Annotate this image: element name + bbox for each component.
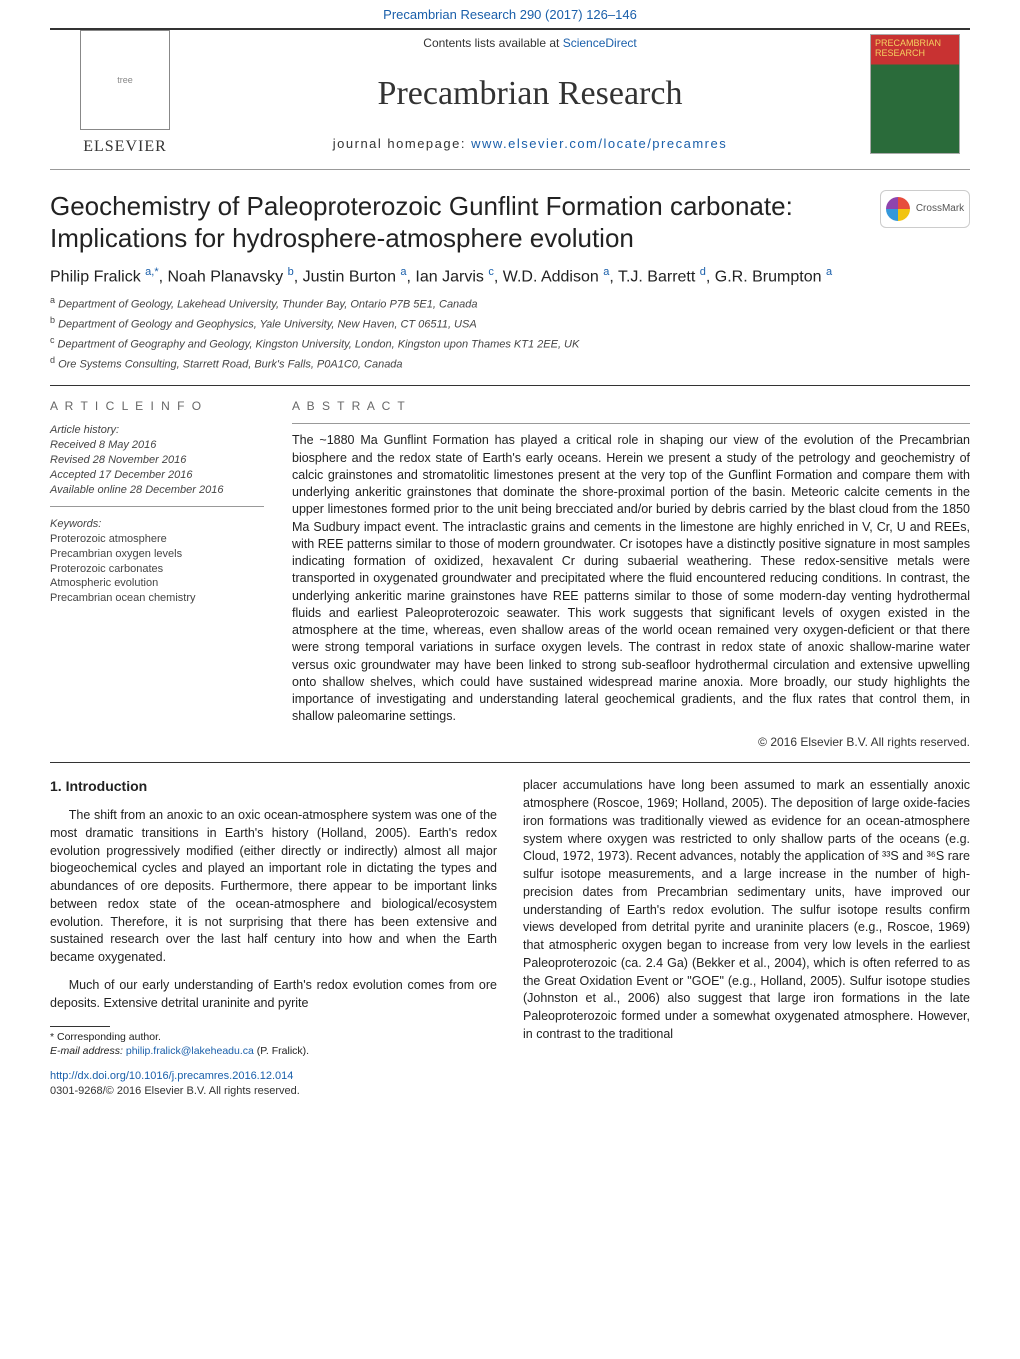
affiliation: d Ore Systems Consulting, Starrett Road,…	[50, 354, 970, 373]
article-history: Article history: Received 8 May 2016 Rev…	[50, 423, 264, 506]
elsevier-tree-icon: tree	[80, 30, 170, 130]
keywords-list: Proterozoic atmosphere Precambrian oxyge…	[50, 532, 264, 606]
email-label: E-mail address:	[50, 1045, 126, 1057]
body-columns: 1. Introduction The shift from an anoxic…	[50, 777, 970, 1058]
doi-block: http://dx.doi.org/10.1016/j.precamres.20…	[50, 1069, 970, 1100]
history-revised: Revised 28 November 2016	[50, 453, 264, 468]
article-info-heading: A R T I C L E I N F O	[50, 398, 264, 415]
sciencedirect-link[interactable]: ScienceDirect	[563, 36, 637, 50]
history-received: Received 8 May 2016	[50, 438, 264, 453]
history-accepted: Accepted 17 December 2016	[50, 468, 264, 483]
history-online: Available online 28 December 2016	[50, 483, 264, 498]
keyword: Atmospheric evolution	[50, 576, 264, 591]
body-paragraph: The shift from an anoxic to an oxic ocea…	[50, 807, 497, 967]
paper-title: Geochemistry of Paleoproterozoic Gunflin…	[50, 190, 880, 255]
cover-title: PRECAMBRIAN RESEARCH	[875, 39, 955, 59]
contents-prefix: Contents lists available at	[423, 36, 562, 50]
corresponding-footnote: * Corresponding author. E-mail address: …	[50, 1031, 497, 1058]
section-heading: 1. Introduction	[50, 777, 497, 797]
corr-email-link[interactable]: philip.fralick@lakeheadu.ca	[126, 1045, 254, 1057]
abstract-divider	[292, 423, 970, 424]
cover-thumb-block: PRECAMBRIAN RESEARCH	[860, 30, 970, 158]
contents-line: Contents lists available at ScienceDirec…	[423, 35, 636, 52]
history-label: Article history:	[50, 423, 264, 438]
paper-title-line2: Implications for hydrosphere-atmosphere …	[50, 223, 634, 253]
paper-title-line1: Geochemistry of Paleoproterozoic Gunflin…	[50, 191, 793, 221]
abstract-text: The ~1880 Ma Gunflint Formation has play…	[292, 432, 970, 725]
crossmark-badge[interactable]: CrossMark	[880, 190, 970, 228]
authors-line: Philip Fralick a,*, Noah Planavsky b, Ju…	[50, 265, 970, 289]
journal-cover-icon: PRECAMBRIAN RESEARCH	[870, 34, 960, 154]
article-info-col: A R T I C L E I N F O Article history: R…	[50, 386, 280, 762]
citation-link[interactable]: Precambrian Research 290 (2017) 126–146	[383, 7, 637, 22]
crossmark-icon	[886, 197, 910, 221]
journal-center: Contents lists available at ScienceDirec…	[200, 30, 860, 158]
footnote-rule	[50, 1026, 110, 1027]
keyword: Precambrian ocean chemistry	[50, 591, 264, 606]
abstract-col: A B S T R A C T The ~1880 Ma Gunflint Fo…	[280, 386, 970, 762]
abstract-copyright: © 2016 Elsevier B.V. All rights reserved…	[292, 734, 970, 751]
crossmark-label: CrossMark	[916, 202, 964, 216]
affiliation: a Department of Geology, Lakehead Univer…	[50, 294, 970, 313]
keyword: Proterozoic atmosphere	[50, 532, 264, 547]
keyword: Precambrian oxygen levels	[50, 547, 264, 562]
body-paragraph: placer accumulations have long been assu…	[523, 777, 970, 1043]
email-suffix: (P. Fralick).	[254, 1045, 309, 1057]
journal-title: Precambrian Research	[378, 70, 683, 118]
homepage-prefix: journal homepage:	[333, 136, 471, 151]
journal-block: tree ELSEVIER Contents lists available a…	[50, 30, 970, 169]
corr-label: * Corresponding author.	[50, 1031, 161, 1043]
keyword: Proterozoic carbonates	[50, 562, 264, 577]
publisher-name: ELSEVIER	[83, 136, 167, 158]
issn-line: 0301-9268/© 2016 Elsevier B.V. All right…	[50, 1085, 300, 1097]
homepage-line: journal homepage: www.elsevier.com/locat…	[333, 135, 727, 153]
citation-header: Precambrian Research 290 (2017) 126–146	[50, 0, 970, 30]
homepage-link[interactable]: www.elsevier.com/locate/precamres	[471, 136, 727, 151]
left-column: 1. Introduction The shift from an anoxic…	[50, 777, 497, 1058]
affiliation: c Department of Geography and Geology, K…	[50, 334, 970, 353]
doi-link[interactable]: http://dx.doi.org/10.1016/j.precamres.20…	[50, 1070, 293, 1082]
publisher-logo-block: tree ELSEVIER	[50, 30, 200, 158]
right-column: placer accumulations have long been assu…	[523, 777, 970, 1058]
affiliation: b Department of Geology and Geophysics, …	[50, 314, 970, 333]
body-paragraph: Much of our early understanding of Earth…	[50, 977, 497, 1013]
affiliations: a Department of Geology, Lakehead Univer…	[50, 294, 970, 373]
abstract-heading: A B S T R A C T	[292, 398, 970, 415]
keywords-label: Keywords:	[50, 517, 264, 532]
